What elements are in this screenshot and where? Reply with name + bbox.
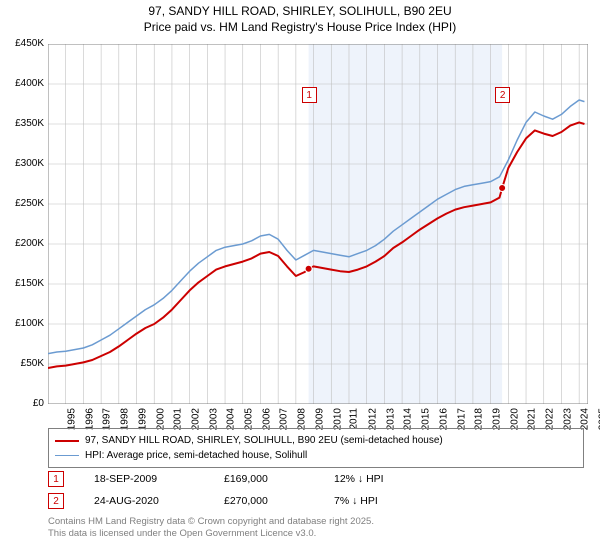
x-axis-label: 2023 xyxy=(562,408,573,430)
sale-price: £169,000 xyxy=(224,473,334,485)
sale-row: 1 18-SEP-2009 £169,000 12% ↓ HPI xyxy=(48,468,454,490)
y-axis-label: £350K xyxy=(0,118,44,129)
sale-hpi-delta: 12% ↓ HPI xyxy=(334,473,454,485)
x-axis-label: 2002 xyxy=(190,408,201,430)
x-axis-label: 2013 xyxy=(385,408,396,430)
x-axis-label: 2003 xyxy=(208,408,219,430)
x-axis-label: 2008 xyxy=(296,408,307,430)
title-line2: Price paid vs. HM Land Registry's House … xyxy=(0,20,600,36)
sale-row: 2 24-AUG-2020 £270,000 7% ↓ HPI xyxy=(48,490,454,512)
y-axis-label: £200K xyxy=(0,238,44,249)
y-axis-label: £450K xyxy=(0,38,44,49)
legend-item: HPI: Average price, semi-detached house,… xyxy=(55,448,577,463)
y-axis-label: £150K xyxy=(0,278,44,289)
y-axis-label: £250K xyxy=(0,198,44,209)
x-axis-label: 2004 xyxy=(226,408,237,430)
x-axis-label: 2009 xyxy=(314,408,325,430)
sales-table: 1 18-SEP-2009 £169,000 12% ↓ HPI 2 24-AU… xyxy=(48,468,454,512)
chart-plot-area xyxy=(48,44,588,404)
x-axis-label: 2000 xyxy=(155,408,166,430)
x-axis-label: 2016 xyxy=(438,408,449,430)
y-axis-label: £100K xyxy=(0,318,44,329)
chart-svg xyxy=(48,44,588,404)
legend-label: HPI: Average price, semi-detached house,… xyxy=(85,448,307,463)
legend-swatch xyxy=(55,455,79,456)
x-axis-label: 2019 xyxy=(491,408,502,430)
x-axis-label: 2005 xyxy=(243,408,254,430)
sale-price: £270,000 xyxy=(224,495,334,507)
y-axis-label: £300K xyxy=(0,158,44,169)
x-axis-label: 2010 xyxy=(332,408,343,430)
y-axis-label: £0 xyxy=(0,398,44,409)
x-axis-label: 2017 xyxy=(456,408,467,430)
x-axis-label: 2018 xyxy=(473,408,484,430)
sale-marker-icon: 2 xyxy=(48,493,64,509)
sale-marker-icon: 1 xyxy=(48,471,64,487)
legend-swatch xyxy=(55,440,79,442)
sale-date: 18-SEP-2009 xyxy=(94,473,224,485)
x-axis-label: 2020 xyxy=(509,408,520,430)
x-axis-label: 2015 xyxy=(420,408,431,430)
y-axis-label: £50K xyxy=(0,358,44,369)
x-axis-label: 2014 xyxy=(403,408,414,430)
x-axis-label: 1997 xyxy=(102,408,113,430)
attribution-line2: This data is licensed under the Open Gov… xyxy=(48,528,374,540)
legend-item: 97, SANDY HILL ROAD, SHIRLEY, SOLIHULL, … xyxy=(55,433,577,448)
x-axis-label: 2001 xyxy=(172,408,183,430)
x-axis-label: 2024 xyxy=(580,408,591,430)
x-axis-label: 1995 xyxy=(66,408,77,430)
x-axis-label: 2021 xyxy=(527,408,538,430)
x-axis-label: 2022 xyxy=(544,408,555,430)
x-axis-label: 1998 xyxy=(119,408,130,430)
x-axis-label: 1999 xyxy=(137,408,148,430)
title-line1: 97, SANDY HILL ROAD, SHIRLEY, SOLIHULL, … xyxy=(0,4,600,20)
x-axis-label: 2007 xyxy=(279,408,290,430)
attribution-line1: Contains HM Land Registry data © Crown c… xyxy=(48,516,374,528)
sale-date: 24-AUG-2020 xyxy=(94,495,224,507)
attribution: Contains HM Land Registry data © Crown c… xyxy=(48,516,374,541)
chart-title: 97, SANDY HILL ROAD, SHIRLEY, SOLIHULL, … xyxy=(0,0,600,35)
sale-hpi-delta: 7% ↓ HPI xyxy=(334,495,454,507)
legend-label: 97, SANDY HILL ROAD, SHIRLEY, SOLIHULL, … xyxy=(85,433,443,448)
x-axis-label: 1996 xyxy=(84,408,95,430)
x-axis-label: 2011 xyxy=(349,408,360,430)
legend: 97, SANDY HILL ROAD, SHIRLEY, SOLIHULL, … xyxy=(48,428,584,468)
y-axis-label: £400K xyxy=(0,78,44,89)
x-axis-label: 2012 xyxy=(367,408,378,430)
x-axis-label: 2006 xyxy=(261,408,272,430)
